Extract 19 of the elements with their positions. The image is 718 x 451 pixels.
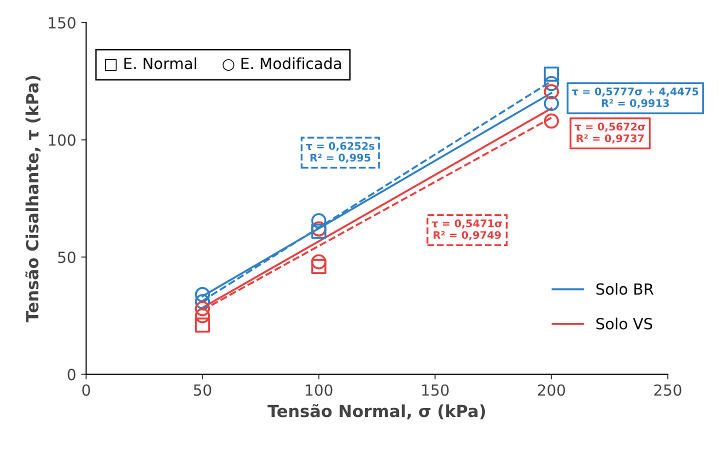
y-axis-title: Tensão Cisalhante, τ (kPa) bbox=[25, 76, 41, 322]
x-tick-label: 150 bbox=[422, 384, 449, 396]
x-tick-label: 200 bbox=[538, 384, 565, 396]
annotation: τ = 0,5672σ R² = 0,9737 bbox=[574, 122, 646, 144]
y-tick-label: 0 bbox=[68, 368, 76, 380]
annotation: τ = 0,5471σ R² = 0,9749 bbox=[432, 219, 502, 240]
annotation: τ = 0,6252s R² = 0,995 bbox=[306, 142, 374, 163]
x-tick-label: 0 bbox=[82, 384, 90, 396]
x-tick-label: 50 bbox=[194, 384, 212, 396]
y-tick-label: 50 bbox=[58, 252, 76, 264]
y-tick-label: 150 bbox=[48, 17, 76, 29]
legend-label: Solo VS bbox=[596, 318, 652, 330]
x-tick-label: 100 bbox=[306, 384, 332, 396]
annotation: τ = 0,5777σ + 4,4475 R² = 0,9913 bbox=[572, 87, 698, 108]
y-tick-label: 100 bbox=[48, 134, 76, 146]
x-tick-label: 250 bbox=[654, 384, 682, 396]
annotation: □ E. Normal ○ E. Modificada bbox=[104, 57, 341, 71]
x-axis-title: Tensão Normal, σ (kPa) bbox=[268, 404, 485, 420]
legend-label: Solo BR bbox=[596, 283, 654, 295]
